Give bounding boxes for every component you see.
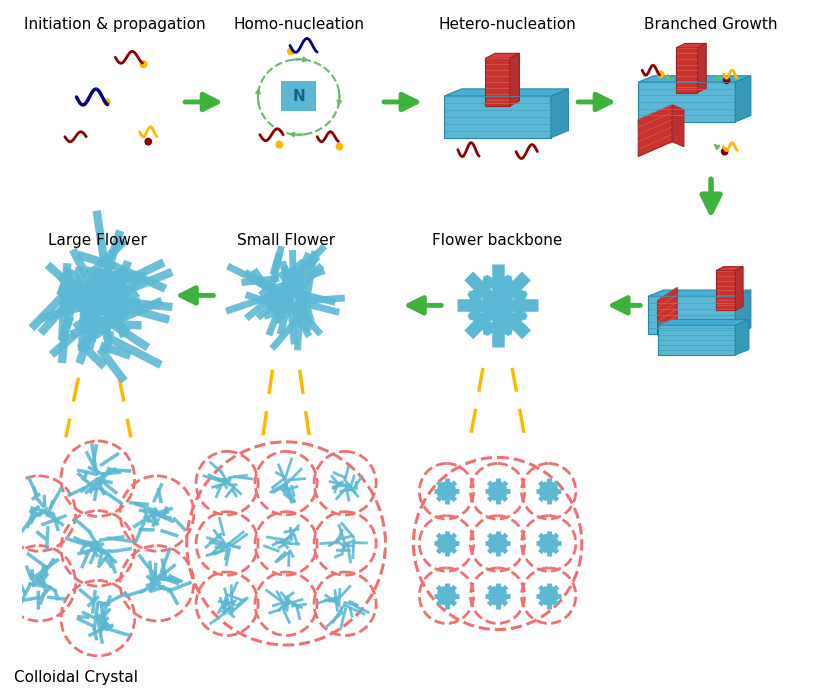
Polygon shape [444, 89, 569, 96]
Circle shape [144, 138, 152, 145]
Bar [658, 325, 735, 355]
Polygon shape [735, 266, 743, 310]
Polygon shape [551, 89, 569, 138]
Polygon shape [658, 319, 749, 325]
Polygon shape [648, 290, 751, 296]
Text: Homo-nucleation: Homo-nucleation [233, 17, 364, 31]
Bar [281, 81, 316, 111]
Polygon shape [486, 53, 519, 58]
Polygon shape [735, 75, 751, 122]
Bar [486, 58, 510, 106]
Polygon shape [638, 75, 751, 82]
Circle shape [139, 60, 148, 69]
Text: Small Flower: Small Flower [237, 233, 335, 248]
Text: N: N [292, 89, 305, 103]
Text: Branched Growth: Branched Growth [644, 17, 778, 31]
Polygon shape [510, 53, 519, 106]
Circle shape [102, 98, 111, 106]
Polygon shape [697, 43, 706, 92]
Bar [648, 296, 735, 334]
Polygon shape [735, 290, 751, 334]
Polygon shape [716, 266, 743, 271]
Bar [676, 48, 697, 92]
Circle shape [721, 147, 728, 156]
Text: Hetero-nucleation: Hetero-nucleation [439, 17, 576, 31]
Polygon shape [735, 319, 749, 355]
Bar [638, 82, 735, 122]
Polygon shape [638, 105, 672, 157]
Circle shape [287, 48, 294, 55]
Bar [716, 271, 735, 310]
Text: Flower backbone: Flower backbone [432, 233, 563, 248]
Text: Large Flower: Large Flower [49, 233, 148, 248]
Circle shape [657, 70, 664, 78]
Circle shape [336, 143, 343, 150]
Polygon shape [658, 287, 677, 335]
Text: Initiation & propagation: Initiation & propagation [23, 17, 206, 31]
Polygon shape [676, 43, 706, 48]
Polygon shape [672, 105, 684, 147]
Circle shape [722, 76, 731, 84]
Text: Colloidal Crystal: Colloidal Crystal [13, 670, 138, 685]
Circle shape [275, 140, 283, 149]
Bar [444, 96, 551, 138]
